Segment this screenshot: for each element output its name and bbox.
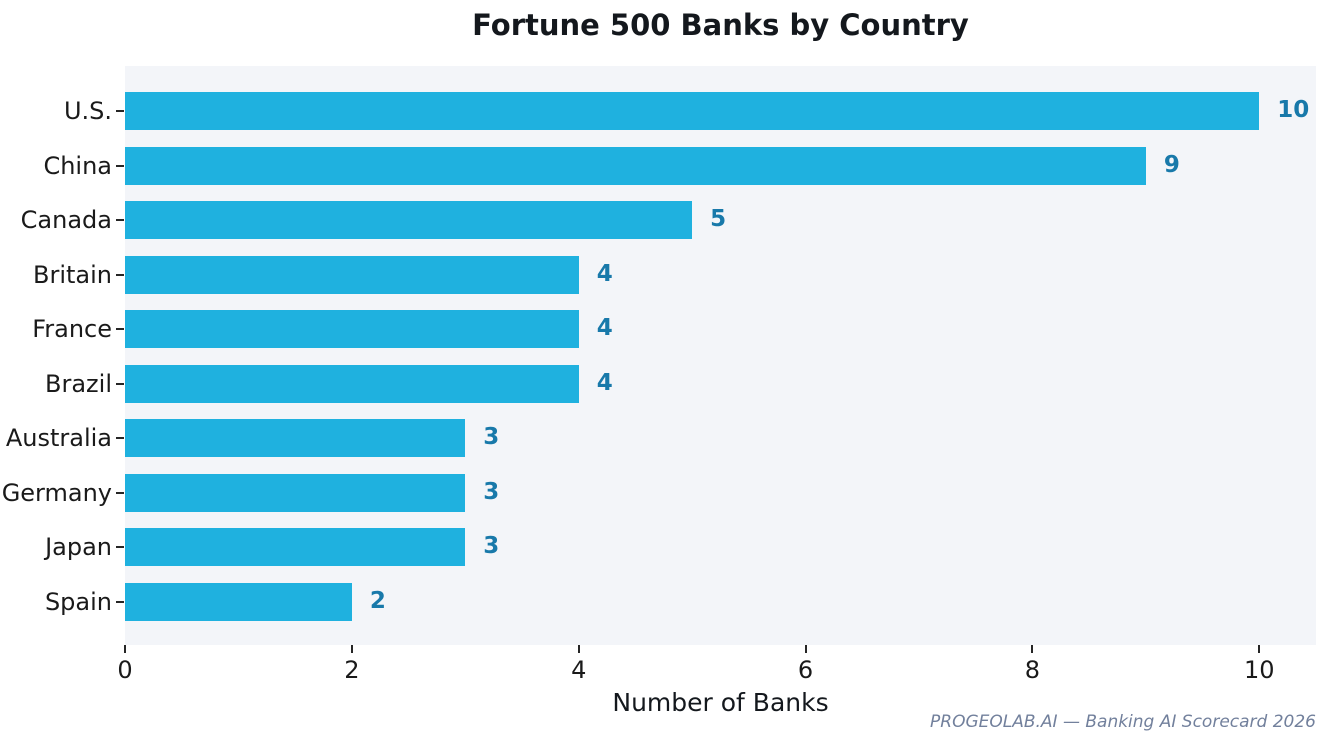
bar-value-label: 9 <box>1163 151 1180 178</box>
x-tick-label: 6 <box>797 656 814 684</box>
x-axis-label: Number of Banks <box>612 688 829 717</box>
y-tick-mark <box>116 328 124 331</box>
x-tick-label: 8 <box>1024 656 1041 684</box>
y-tick-mark <box>116 273 124 276</box>
bar <box>125 419 466 458</box>
bar-value-label: 2 <box>369 588 386 615</box>
x-tick-mark <box>1258 645 1261 653</box>
bar-value-label: 10 <box>1277 97 1310 123</box>
y-tick-mark <box>116 164 124 167</box>
y-tick-mark <box>116 382 124 385</box>
x-tick-mark <box>804 645 807 653</box>
bar-value-label: 3 <box>483 478 500 505</box>
bar-value-label: 5 <box>710 206 727 233</box>
bar <box>125 146 1146 185</box>
y-axis-category-label: China <box>43 151 112 180</box>
x-tick-mark <box>1031 645 1034 653</box>
y-tick-mark <box>116 491 124 494</box>
chart-title: Fortune 500 Banks by Country <box>472 8 969 42</box>
y-axis-category-label: France <box>32 315 112 344</box>
y-tick-mark <box>116 219 124 222</box>
y-tick-mark <box>116 110 124 112</box>
bar <box>125 201 693 240</box>
y-axis-category-label: Brazil <box>45 369 112 398</box>
watermark: PROGEOLAB.AI — Banking AI Scorecard 2026 <box>930 712 1316 732</box>
y-axis-category-label: Australia <box>5 424 112 453</box>
bar <box>125 528 466 567</box>
x-tick-label: 2 <box>344 656 360 684</box>
x-tick-mark <box>577 645 580 653</box>
y-axis-category-label: Germany <box>1 478 112 507</box>
bar-value-label: 4 <box>596 315 613 342</box>
y-axis-category-label: Britain <box>33 260 112 289</box>
y-axis-category-label: Spain <box>44 588 112 617</box>
y-axis-category-label: Canada <box>20 206 112 235</box>
bar-value-label: 4 <box>596 369 613 396</box>
bar <box>125 583 352 622</box>
x-tick-mark <box>124 645 126 653</box>
bar-value-label: 3 <box>483 533 500 560</box>
y-axis-category-label: Japan <box>45 533 112 562</box>
bar <box>125 364 579 403</box>
bar <box>125 473 466 512</box>
y-tick-mark <box>116 546 124 549</box>
y-axis-category-label: U.S. <box>63 97 112 125</box>
y-tick-mark <box>116 601 124 604</box>
x-tick-label: 4 <box>571 656 587 684</box>
bar-value-label: 4 <box>596 260 613 287</box>
x-tick-label: 10 <box>1244 656 1275 684</box>
y-tick-mark <box>116 437 124 440</box>
bar <box>125 92 1260 130</box>
bar <box>125 310 579 349</box>
x-tick-mark <box>350 645 353 653</box>
x-tick-label: 0 <box>117 656 133 684</box>
bar <box>125 255 579 294</box>
bar-value-label: 3 <box>483 424 500 451</box>
